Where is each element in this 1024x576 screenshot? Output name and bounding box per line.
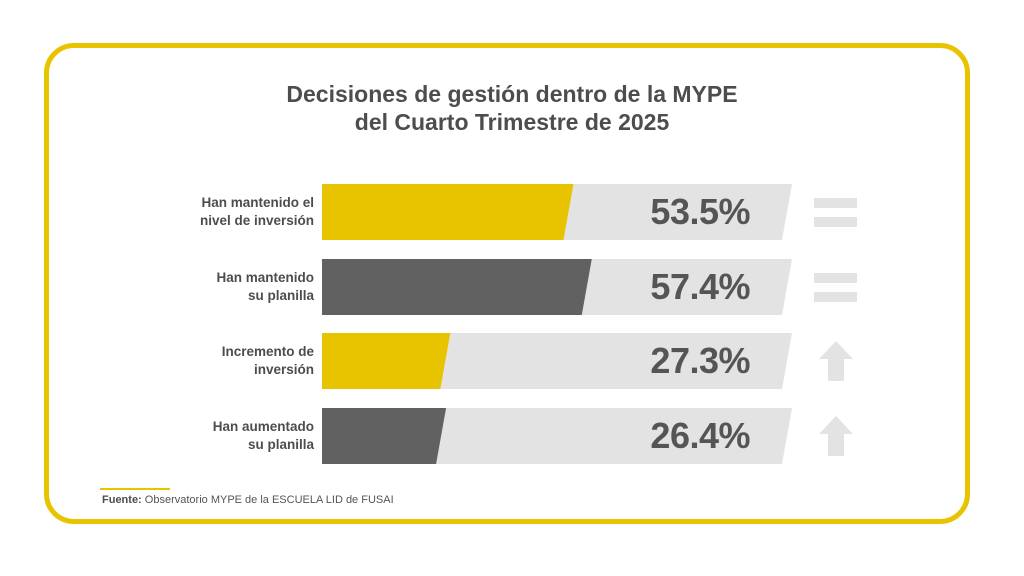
equals-icon [812, 184, 860, 240]
equals-bar [814, 198, 857, 208]
category-label-line: Han aumentado [212, 419, 314, 434]
category-label: Incremento de inversión [114, 333, 314, 389]
chart-title-line-2: del Cuarto Trimestre de 2025 [354, 109, 670, 135]
arrow-up-icon-graphic [819, 341, 853, 381]
bar-svg [322, 333, 792, 389]
bar-svg [322, 259, 792, 315]
bar [322, 259, 592, 315]
bar-track [322, 259, 792, 315]
equals-bar [814, 273, 857, 283]
equals-icon-graphic [814, 198, 857, 227]
equals-bar [814, 292, 857, 302]
source-label: Fuente: [102, 494, 142, 506]
category-label: Han aumentado su planilla [114, 408, 314, 464]
bar [322, 408, 447, 464]
arrow-up-icon [812, 333, 860, 389]
arrow-shape [819, 416, 853, 456]
equals-icon-graphic [814, 273, 857, 302]
bar-row: Han mantenido el nivel de inversión 53.5% [0, 184, 1024, 240]
bar-track [322, 408, 792, 464]
footer-divider [100, 488, 170, 490]
bar-track [322, 184, 792, 240]
equals-bar [814, 217, 857, 227]
bar-track [322, 333, 792, 389]
bar-svg [322, 408, 792, 464]
value-label: 57.4% [650, 266, 750, 307]
arrow-shape [819, 341, 853, 381]
category-label-line: Incremento de [221, 344, 314, 359]
bar [322, 333, 451, 389]
value-label: 27.3% [650, 340, 750, 381]
category-label: Han mantenido el nivel de inversión [114, 184, 314, 240]
category-label-line: su planilla [247, 437, 314, 452]
bar [322, 184, 574, 240]
bar-row: Han mantenido su planilla 57.4% [0, 259, 1024, 315]
value-label: 53.5% [650, 191, 750, 232]
category-label-line: nivel de inversión [199, 213, 314, 228]
arrow-up-icon [812, 408, 860, 464]
category-label-line: Han mantenido [216, 270, 314, 285]
bar-svg [322, 184, 792, 240]
bar-row: Han aumentado su planilla 26.4% [0, 408, 1024, 464]
category-label-line: su planilla [247, 288, 314, 303]
category-label-line: inversión [253, 362, 314, 377]
source-text: Observatorio MYPE de la ESCUELA LID de F… [144, 494, 394, 506]
source-note: Fuente: Observatorio MYPE de la ESCUELA … [102, 494, 394, 506]
category-label: Han mantenido su planilla [114, 259, 314, 315]
arrow-up-icon-graphic [819, 416, 853, 456]
category-label-line: Han mantenido el [201, 195, 314, 210]
bar-row: Incremento de inversión 27.3% [0, 333, 1024, 389]
chart-title: Decisiones de gestión dentro de la MYPE … [0, 80, 1024, 136]
equals-icon [812, 259, 860, 315]
value-label: 26.4% [650, 415, 750, 456]
chart-title-line-1: Decisiones de gestión dentro de la MYPE [286, 81, 738, 107]
